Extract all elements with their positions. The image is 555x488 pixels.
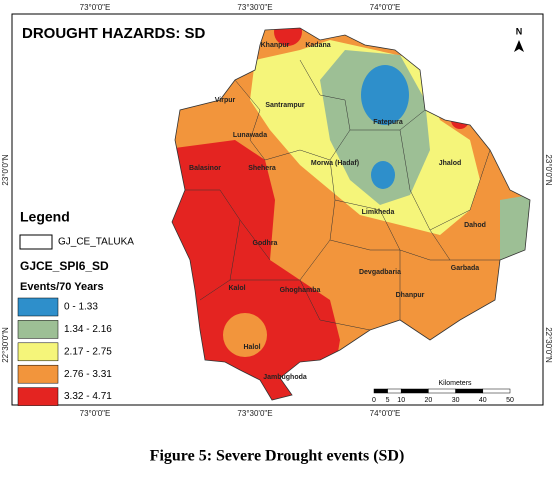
taluka-label: Jhalod xyxy=(439,160,462,167)
legend-label: 2.76 - 3.31 xyxy=(64,369,112,380)
legend-label: 0 - 1.33 xyxy=(64,302,98,313)
legend-swatch xyxy=(17,320,59,339)
taluka-label: Devgadbaria xyxy=(359,269,401,276)
longitude-label: 73°0'0"E xyxy=(80,3,111,12)
taluka-label: Khanpur xyxy=(261,42,290,49)
scale-tick-label: 5 xyxy=(386,397,390,404)
scale-segment xyxy=(428,388,456,394)
north-label: N xyxy=(516,26,523,36)
taluka-label: Fatepura xyxy=(373,119,403,126)
taluka-label: Santrampur xyxy=(265,102,305,109)
scale-segment xyxy=(482,388,511,394)
taluka-label: Shehera xyxy=(248,165,276,172)
map-title: DROUGHT HAZARDS: SD xyxy=(22,25,205,42)
scale-tick-label: 20 xyxy=(425,397,433,404)
latitude-label: 23°0'0"N xyxy=(1,154,10,185)
legend-label: GJ_CE_TALUKA xyxy=(58,237,134,248)
taluka-label: Dahod xyxy=(464,222,486,229)
taluka-label: Dhanpur xyxy=(396,292,425,299)
taluka-label: Balasinor xyxy=(189,165,221,172)
taluka-label: Limkheda xyxy=(362,209,395,216)
scale-segment xyxy=(387,388,402,394)
zone xyxy=(223,313,267,357)
legend-label: 3.32 - 4.71 xyxy=(64,391,112,402)
taluka-label: Godhra xyxy=(253,240,278,247)
taluka-label: Lunawada xyxy=(233,132,267,139)
scale-segment xyxy=(400,388,429,394)
scale-segment xyxy=(455,388,484,394)
legend-title: Legend xyxy=(20,209,70,225)
zone xyxy=(172,140,340,400)
legend-swatch xyxy=(17,387,59,406)
zone xyxy=(274,28,302,46)
north-arrow: N xyxy=(514,26,524,52)
latitude-label: 22°30'0"N xyxy=(544,327,553,363)
scale-tick-label: 40 xyxy=(479,397,487,404)
scale-tick-label: 0 xyxy=(372,397,376,404)
legend-swatch xyxy=(17,297,59,317)
latitude-label: 22°30'0"N xyxy=(1,327,10,363)
zone xyxy=(371,161,395,189)
caption: Figure 5: Severe Drought events (SD) xyxy=(150,448,405,465)
taluka-label: Halol xyxy=(243,344,260,351)
taluka-boundaries xyxy=(185,59,500,331)
legend-layer: GJCE_SPI6_SD xyxy=(20,259,109,273)
latitude-label: 23°0'0"N xyxy=(544,154,553,185)
taluka-label: Ghoghamba xyxy=(280,287,321,294)
scale-segment xyxy=(373,388,388,394)
zone xyxy=(361,65,409,125)
longitude-label: 73°30'0"E xyxy=(237,3,272,12)
taluka-label: Kadana xyxy=(305,42,330,49)
scale-tick-label: 50 xyxy=(506,397,514,404)
scale-tick-label: 10 xyxy=(397,397,405,404)
longitude-label: 74°0'0"E xyxy=(370,409,401,418)
taluka-label: Kalol xyxy=(228,285,245,292)
legend-swatch xyxy=(17,342,59,362)
taluka-label: Jambughoda xyxy=(263,374,307,381)
legend-label: 2.17 - 2.75 xyxy=(64,346,112,357)
longitude-label: 73°30'0"E xyxy=(237,409,272,418)
legend-label: 1.34 - 2.16 xyxy=(64,324,112,335)
scale-tick-label: 30 xyxy=(452,397,460,404)
taluka-label: Morwa (Hadaf) xyxy=(311,160,359,167)
longitude-label: 74°0'0"E xyxy=(370,3,401,12)
taluka-label: Garbada xyxy=(451,265,480,272)
longitude-label: 73°0'0"E xyxy=(80,409,111,418)
legend-swatch xyxy=(17,364,59,384)
taluka-label: Virpur xyxy=(215,97,236,104)
scale-title: Kilometers xyxy=(438,380,472,387)
legend-unit: Events/70 Years xyxy=(20,281,104,293)
legend-swatch xyxy=(19,234,53,250)
